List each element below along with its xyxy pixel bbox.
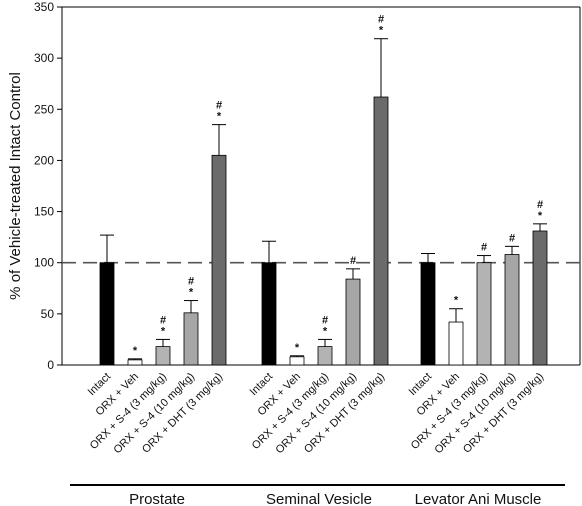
y-tick-label: 200: [34, 153, 54, 167]
significance-marker: *: [295, 342, 300, 354]
bar: [261, 262, 277, 366]
group-label: Prostate: [129, 491, 185, 506]
bar: [373, 96, 389, 366]
bar: [99, 262, 115, 366]
significance-marker: #: [378, 14, 384, 26]
significance-marker: #: [350, 255, 356, 267]
significance-marker: #: [216, 100, 222, 112]
significance-marker: *: [133, 345, 138, 357]
group-label: Levator Ani Muscle: [415, 491, 542, 506]
bar: [183, 312, 199, 366]
significance-marker: *: [379, 25, 384, 37]
bar: [448, 321, 464, 366]
y-tick-label: 350: [34, 0, 54, 14]
y-tick-label: 50: [41, 307, 55, 321]
bar: [317, 346, 333, 366]
bar: [289, 356, 305, 366]
group-label: Seminal Vesicle: [266, 491, 372, 506]
y-tick-label: 250: [34, 102, 54, 116]
significance-marker: #: [160, 314, 166, 326]
bar: [211, 154, 227, 366]
y-tick-label: 0: [47, 358, 54, 372]
significance-marker: #: [509, 232, 515, 244]
bar: [420, 262, 436, 366]
y-tick-label: 300: [34, 51, 54, 65]
y-tick-label: 150: [34, 205, 54, 219]
y-tick-label: 100: [34, 256, 54, 270]
significance-marker: #: [188, 276, 194, 288]
bar: [345, 278, 361, 366]
significance-marker: #: [481, 242, 487, 254]
significance-marker: *: [538, 210, 543, 222]
significance-marker: *: [161, 325, 166, 337]
y-axis-label: % of Vehicle-treated Intact Control: [7, 72, 24, 300]
significance-marker: *: [454, 295, 459, 307]
significance-marker: *: [323, 325, 328, 337]
bar: [476, 262, 492, 366]
significance-marker: #: [537, 199, 543, 211]
bar: [127, 359, 143, 366]
bar: [155, 346, 171, 366]
significance-marker: #: [322, 314, 328, 326]
significance-marker: *: [189, 287, 194, 299]
bar: [532, 230, 548, 366]
bar: [504, 254, 520, 366]
significance-marker: *: [217, 111, 222, 123]
